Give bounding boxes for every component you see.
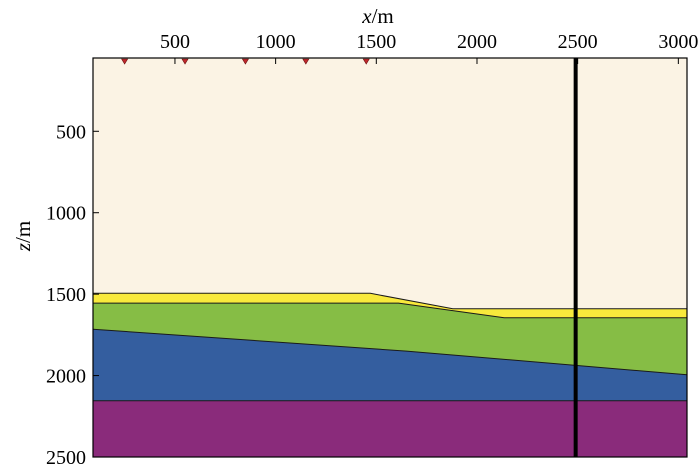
- receiver-marker: [362, 58, 370, 65]
- x-tick-label: 500: [160, 31, 190, 53]
- x-axis-title-unit: /m: [372, 4, 394, 28]
- z-tick-label: 2000: [46, 366, 86, 388]
- z-tick-label: 500: [56, 121, 86, 143]
- z-tick-label: 2500: [46, 447, 86, 465]
- z-axis-title: z/m: [11, 221, 35, 252]
- z-axis-title-unit: /m: [11, 221, 35, 243]
- x-tick-label: 2000: [457, 31, 497, 53]
- receiver-marker: [181, 58, 189, 65]
- z-axis-title-var: z: [11, 243, 35, 252]
- x-axis-ticks: 500 1000 1500 2000 2500 3000: [160, 31, 698, 64]
- x-axis-title-var: x: [361, 4, 372, 28]
- receiver-marker: [121, 58, 129, 65]
- purple-layer: [92, 400, 688, 458]
- x-tick-label: 1000: [256, 31, 296, 53]
- plot-frame: [92, 57, 688, 458]
- z-axis-ticks: 500 1000 1500 2000 2500: [46, 121, 99, 465]
- z-tick-label: 1500: [46, 284, 86, 306]
- x-tick-label: 1500: [356, 31, 396, 53]
- x-tick-label: 3000: [658, 31, 698, 53]
- receiver-marker: [241, 58, 249, 65]
- layer-fills: [92, 58, 688, 458]
- receiver-markers: [121, 58, 370, 65]
- x-axis-title: x/m: [361, 4, 394, 28]
- z-tick-label: 1000: [46, 203, 86, 225]
- x-tick-label: 2500: [558, 31, 598, 53]
- receiver-marker: [302, 58, 310, 65]
